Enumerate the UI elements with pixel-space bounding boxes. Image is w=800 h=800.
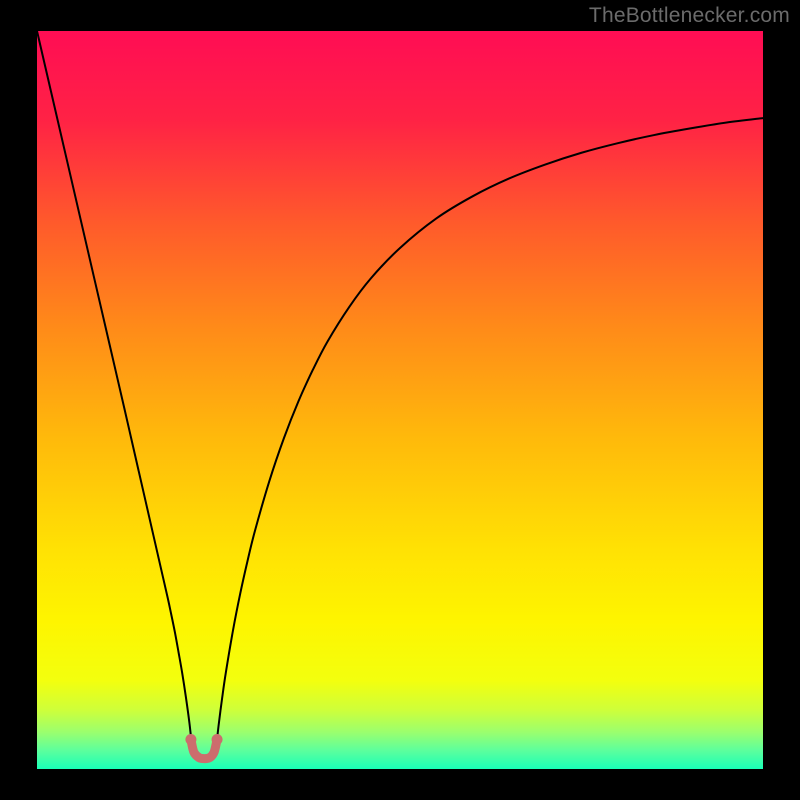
figure-stage: TheBottlenecker.com <box>0 0 800 800</box>
watermark-text: TheBottlenecker.com <box>589 4 790 28</box>
bottleneck-chart <box>0 0 800 800</box>
gradient-panel <box>37 31 763 769</box>
